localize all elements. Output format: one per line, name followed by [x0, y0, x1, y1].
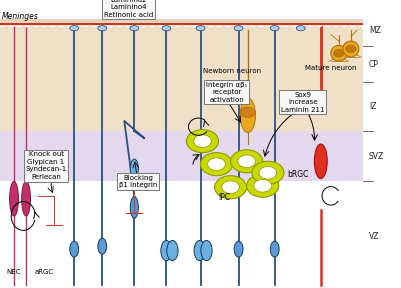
Ellipse shape	[343, 41, 359, 57]
Circle shape	[200, 153, 233, 176]
Ellipse shape	[98, 26, 107, 31]
Text: MZ: MZ	[369, 26, 381, 35]
Ellipse shape	[270, 26, 279, 31]
Ellipse shape	[234, 26, 243, 31]
Ellipse shape	[130, 159, 138, 178]
Ellipse shape	[196, 26, 205, 31]
Text: Newborn neuron: Newborn neuron	[203, 68, 261, 73]
Text: Meninges: Meninges	[2, 12, 39, 21]
Text: IPC: IPC	[219, 193, 231, 202]
Ellipse shape	[98, 238, 107, 254]
Ellipse shape	[296, 26, 305, 31]
Ellipse shape	[270, 241, 279, 257]
Bar	[0, 19, 363, 23]
Circle shape	[334, 50, 344, 57]
Ellipse shape	[10, 181, 18, 216]
Circle shape	[241, 107, 255, 118]
Circle shape	[186, 130, 219, 153]
Ellipse shape	[162, 26, 171, 31]
Text: Integrin αβ₁
receptor
activation: Integrin αβ₁ receptor activation	[206, 82, 247, 103]
Circle shape	[208, 158, 225, 170]
Ellipse shape	[331, 46, 347, 61]
Bar	[0, 23, 363, 25]
Text: Knock out
Glypican 1
Syndecan-1
Perlecan: Knock out Glypican 1 Syndecan-1 Perlecan	[26, 151, 67, 180]
Circle shape	[254, 179, 271, 192]
Circle shape	[238, 155, 255, 168]
Ellipse shape	[314, 144, 327, 179]
Text: Sox9
increase
Laminin 211: Sox9 increase Laminin 211	[281, 92, 324, 113]
Ellipse shape	[130, 26, 139, 31]
Circle shape	[247, 174, 279, 197]
Ellipse shape	[161, 240, 172, 261]
Text: aRGC: aRGC	[34, 269, 54, 275]
Text: CP: CP	[369, 60, 379, 69]
Bar	[0, 24, 363, 131]
Circle shape	[252, 161, 284, 184]
Ellipse shape	[70, 26, 79, 31]
Ellipse shape	[201, 240, 212, 261]
Ellipse shape	[196, 241, 205, 257]
Ellipse shape	[70, 241, 79, 257]
Bar	[0, 181, 363, 288]
Bar	[0, 131, 363, 181]
Ellipse shape	[234, 241, 243, 257]
Text: VZ: VZ	[369, 232, 379, 241]
Circle shape	[231, 150, 263, 173]
Text: NEC: NEC	[7, 269, 21, 275]
Ellipse shape	[240, 98, 255, 132]
Circle shape	[222, 181, 239, 194]
Text: bRGC: bRGC	[288, 170, 309, 179]
Text: Blocking
β1 Integrin: Blocking β1 Integrin	[119, 175, 158, 188]
Ellipse shape	[22, 181, 30, 216]
Text: Laminina2
Laminino4
Retinonic acid: Laminina2 Laminino4 Retinonic acid	[104, 0, 153, 18]
Ellipse shape	[162, 241, 171, 257]
Circle shape	[346, 45, 356, 53]
Ellipse shape	[194, 240, 205, 261]
Circle shape	[215, 176, 247, 199]
Circle shape	[194, 135, 211, 147]
Text: IZ: IZ	[369, 102, 377, 111]
Ellipse shape	[130, 196, 138, 218]
Circle shape	[259, 166, 277, 179]
Text: SVZ: SVZ	[369, 152, 384, 162]
Ellipse shape	[167, 240, 178, 261]
Text: Mature neuron: Mature neuron	[305, 65, 356, 71]
